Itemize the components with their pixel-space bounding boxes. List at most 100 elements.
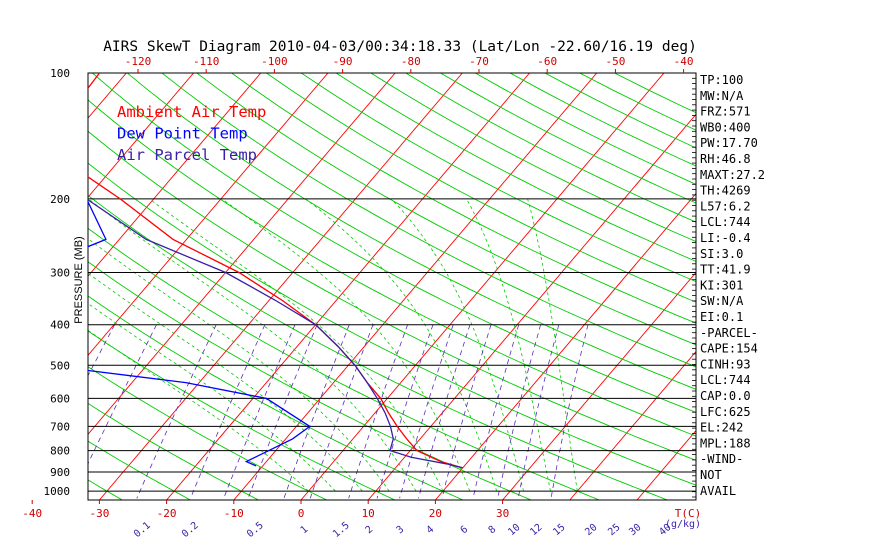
dry-adiabat-line (88, 366, 327, 500)
index-label: EI:0.1 (700, 310, 743, 324)
legend-item: Air Parcel Temp (117, 146, 257, 164)
pressure-tick-label: 100 (50, 67, 70, 80)
mixing-ratio-label: 1.5 (331, 520, 352, 540)
bottom-temp-label: 0 (298, 507, 305, 520)
top-temp-label: -90 (333, 55, 353, 68)
index-label: TH:4269 (700, 184, 751, 198)
pressure-tick-label: 800 (50, 445, 70, 458)
bottom-axis-labels: -50-40-30-20-100102030T(C)0.10.20.511.52… (22, 500, 701, 540)
isotherm-line (0, 73, 59, 500)
bottom-temp-label: -20 (157, 507, 177, 520)
mixing-ratio-label: 15 (551, 522, 567, 538)
isotherm-line (88, 73, 329, 356)
index-label: FRZ:571 (700, 105, 751, 119)
index-label: -WIND- (700, 452, 743, 466)
moist-adiabat-line (466, 198, 551, 492)
index-label: -PARCEL- (700, 326, 758, 340)
top-temp-label: -70 (469, 55, 489, 68)
dry-adiabat-line (161, 73, 696, 368)
top-temp-label: -80 (401, 55, 421, 68)
dry-adiabat-line (88, 130, 696, 461)
mixing-ratio-line (418, 324, 471, 499)
profile-lines (88, 73, 463, 469)
chart-title: AIRS SkewT Diagram 2010-04-03/00:34:18.3… (103, 39, 697, 55)
dry-adiabat-line (88, 162, 696, 486)
dry-adiabat-line (88, 227, 600, 500)
mixing-ratio-line (550, 324, 589, 499)
mixing-ratio-label: 0.2 (180, 520, 201, 540)
bottom-temp-label: -10 (224, 507, 244, 520)
mixing-ratio-line (441, 324, 492, 499)
pressure-tick-label: 600 (50, 392, 70, 405)
index-label: RH:46.8 (700, 152, 751, 166)
index-label: SW:N/A (700, 294, 744, 308)
index-label: LI:-0.4 (700, 231, 751, 245)
moist-adiabat-line (527, 198, 578, 492)
series-line-air-parcel-temp (88, 199, 463, 469)
bottom-temp-label: -30 (89, 507, 109, 520)
bottom-temp-label: 20 (429, 507, 442, 520)
dry-adiabat-line (88, 295, 464, 500)
bottom-temp-label: 10 (362, 507, 375, 520)
top-temp-label: -40 (674, 55, 694, 68)
series-line-dew-point-temp (88, 200, 311, 467)
mixing-ratio-line (88, 324, 157, 465)
isotherm-line (88, 73, 262, 277)
index-label: WB0:400 (700, 120, 751, 134)
pressure-axis-labels: 100 200 300 400 500 600 700 800 900 1000 (44, 67, 71, 498)
index-label: KI:301 (700, 278, 743, 292)
pressure-tick-label: 200 (50, 193, 70, 206)
dry-adiabat-line (88, 99, 696, 437)
dry-adiabat-line (88, 402, 259, 500)
series-line-ambient-air-temp (88, 73, 463, 469)
dry-adiabat-line (266, 73, 696, 303)
dry-adiabat-line (88, 261, 532, 500)
mixing-ratio-line (399, 324, 454, 499)
isotherm-line (300, 73, 665, 500)
index-label: SI:3.0 (700, 247, 743, 261)
mixing-ratio-label: 20 (583, 522, 599, 538)
isotherm-line (88, 73, 194, 198)
index-label: TT:41.9 (700, 263, 751, 277)
dry-adiabat-line (440, 73, 696, 204)
mixing-ratio-line (472, 324, 520, 499)
index-label: PW:17.70 (700, 136, 758, 150)
mixing-ratio-label: 1 (299, 524, 311, 536)
top-temp-axis-labels: -120 -110 -100 -90 -80 -70 -60 -50 -40 (125, 55, 694, 73)
isotherm-line (88, 73, 127, 119)
mixing-ratio-line (190, 324, 266, 499)
bottom-temp-label: 30 (496, 507, 509, 520)
plot-border (87, 72, 697, 501)
legend: Ambient Air Temp Dew Point Temp Air Parcel… (117, 103, 266, 164)
pressure-tick-label: 700 (50, 420, 70, 433)
mixing-ratio-label: 0.5 (245, 520, 266, 540)
mixing-ratio-label: 25 (606, 522, 622, 538)
isotherm-line (569, 350, 696, 500)
isotherm-line (502, 271, 696, 500)
index-label: LCL:744 (700, 373, 751, 387)
index-label: L57:6.2 (700, 199, 751, 213)
top-temp-label: -110 (193, 55, 220, 68)
mixing-ratio-label: 2 (364, 524, 376, 536)
index-label: LFC:625 (700, 405, 751, 419)
index-label: CAP:0.0 (700, 389, 751, 403)
pressure-tick-label: 1000 (44, 485, 71, 498)
mixing-ratio-line (497, 324, 541, 499)
mixing-ratio-label: 12 (528, 522, 544, 538)
isotherm-line (99, 73, 463, 500)
dry-adiabat-line (300, 73, 696, 283)
dry-adiabat-line (231, 73, 696, 324)
dry-adiabat-line (88, 330, 396, 500)
mixing-ratio-line (88, 324, 115, 377)
index-label: AVAIL (700, 484, 736, 498)
mixing-ratio-label: 6 (459, 524, 471, 536)
index-label: NOT (700, 468, 722, 482)
index-label: MPL:188 (700, 436, 751, 450)
isotherm-line (367, 113, 696, 500)
moist-adiabat-line (149, 198, 444, 492)
pressure-tick-label: 900 (50, 466, 70, 479)
moist-adiabat-line (88, 302, 336, 492)
plot-frame (87, 72, 697, 501)
dry-adiabat-line (126, 73, 696, 390)
dry-adiabat-line (509, 73, 696, 167)
